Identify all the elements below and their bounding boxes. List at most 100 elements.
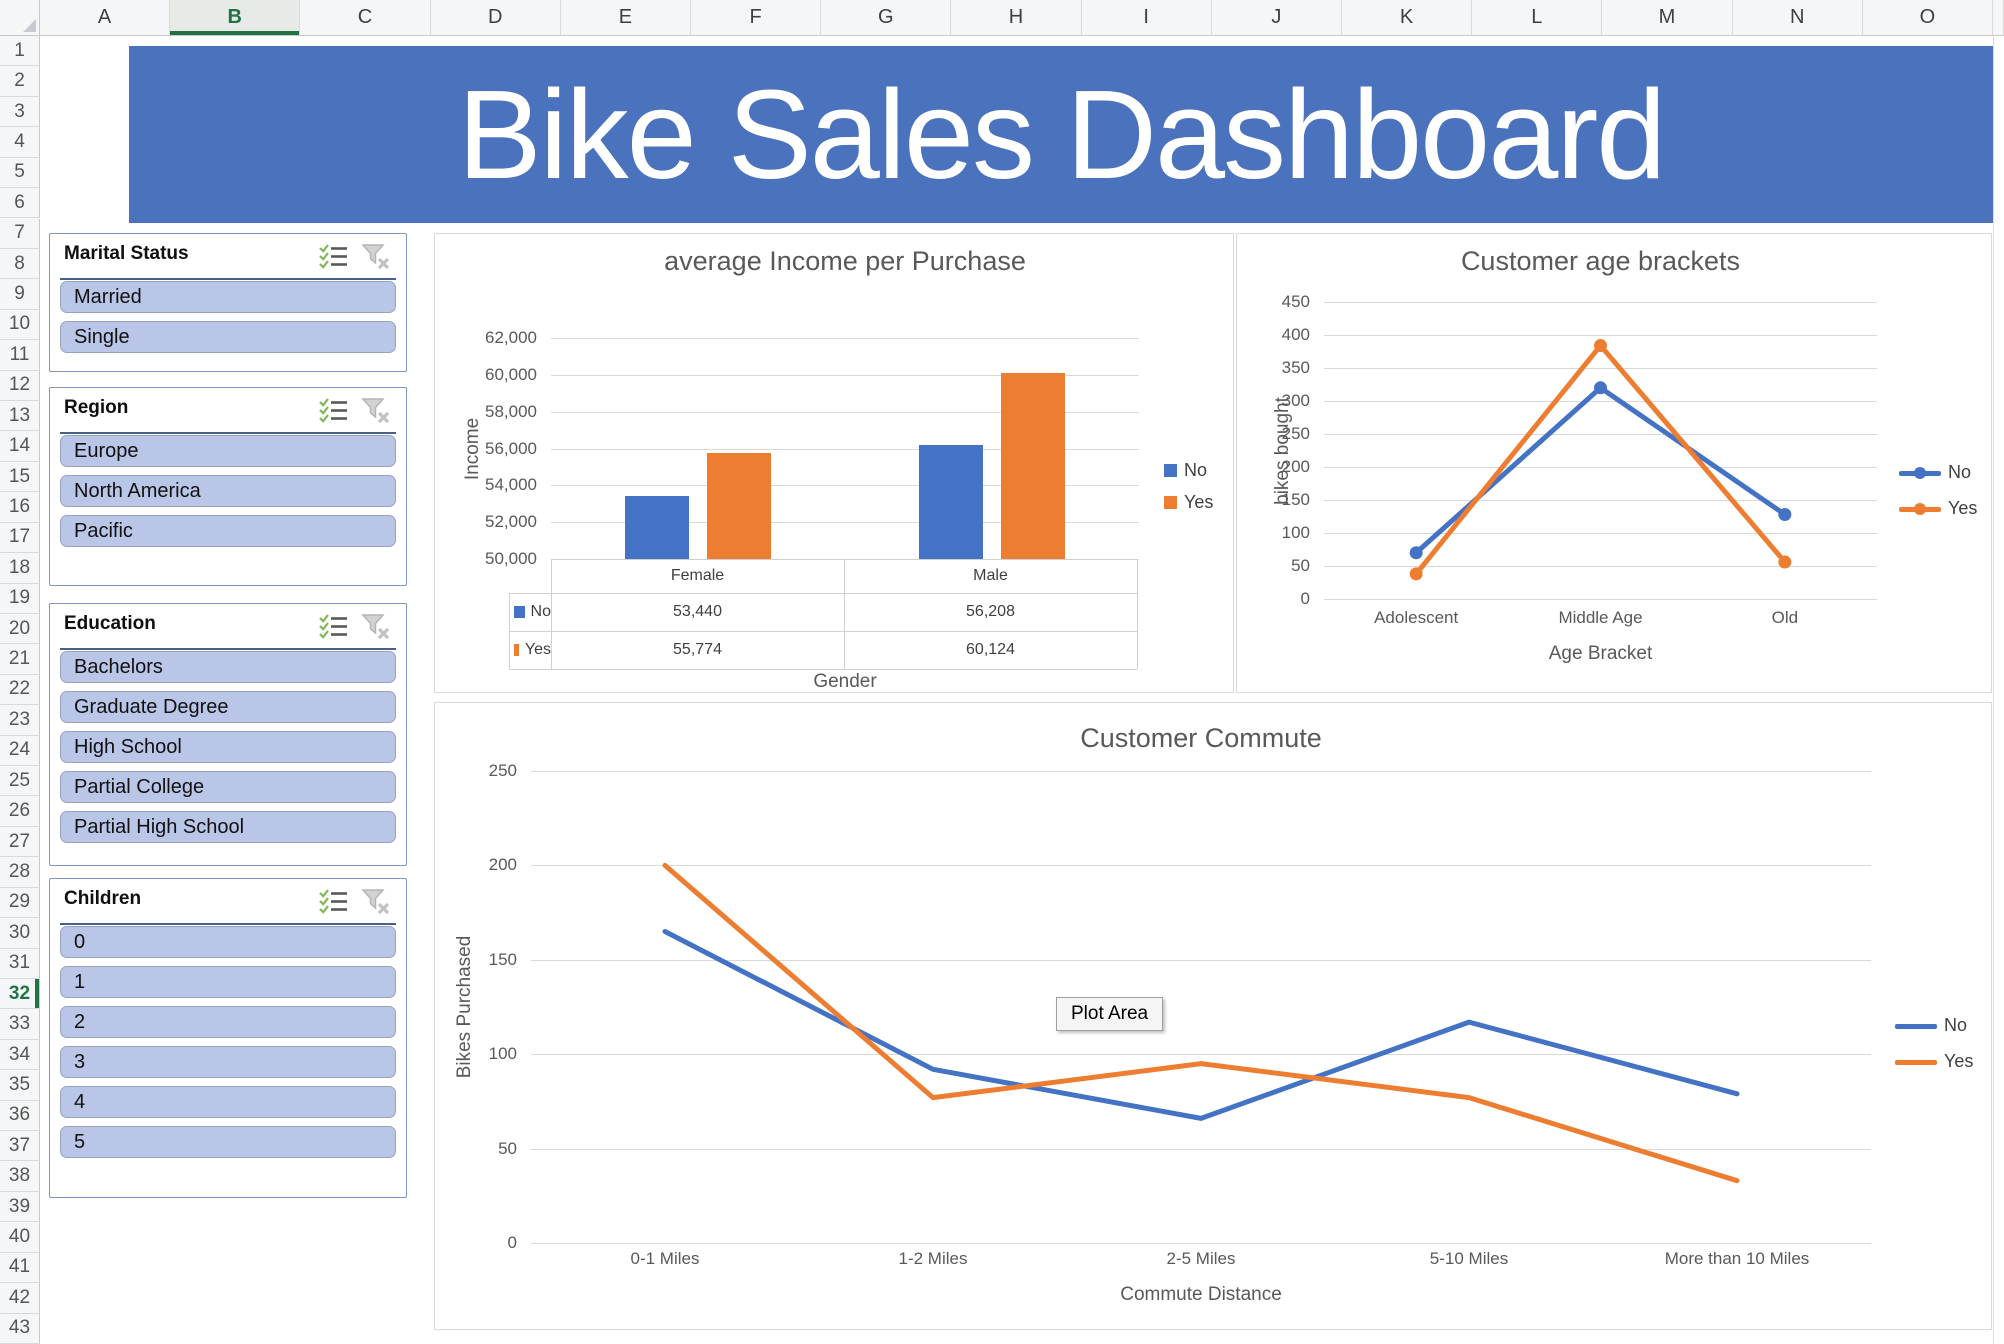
row-header-2[interactable]: 2 — [0, 66, 40, 97]
select-all-corner[interactable] — [0, 0, 40, 36]
row-header-37[interactable]: 37 — [0, 1131, 40, 1162]
row-header-25[interactable]: 25 — [0, 766, 40, 797]
row-header-8[interactable]: 8 — [0, 248, 40, 280]
y-tick-label: 50 — [1291, 556, 1310, 575]
slicer-marital-status[interactable]: Marital Status Married Single — [49, 233, 407, 372]
row-header-22[interactable]: 22 — [0, 674, 40, 706]
legend-key-swatch — [514, 606, 525, 618]
select-all-triangle-icon — [23, 19, 36, 32]
row-header-18[interactable]: 18 — [0, 553, 40, 584]
slicer-item-children-3[interactable]: 3 — [60, 1046, 396, 1078]
slicer-item-education-partial-college[interactable]: Partial College — [60, 771, 396, 803]
column-header-a[interactable]: A — [40, 0, 171, 36]
row-header-1[interactable]: 1 — [0, 36, 40, 67]
row-header-27[interactable]: 27 — [0, 826, 40, 858]
column-header-e[interactable]: E — [560, 0, 691, 36]
column-header-c[interactable]: C — [300, 0, 431, 36]
column-header-k[interactable]: K — [1342, 0, 1473, 36]
chart-gridline — [531, 1054, 1871, 1056]
slicer-item-region-north-america[interactable]: North America — [60, 475, 396, 507]
column-header-i[interactable]: I — [1081, 0, 1212, 36]
row-header-7[interactable]: 7 — [0, 218, 40, 249]
clear-filter-icon[interactable] — [358, 612, 392, 640]
row-header-42[interactable]: 42 — [0, 1283, 40, 1314]
multi-select-icon[interactable] — [316, 887, 350, 915]
dashboard-title-banner[interactable]: Bike Sales Dashboard — [129, 46, 1993, 223]
row-header-19[interactable]: 19 — [0, 583, 40, 614]
slicer-children[interactable]: Children 0 1 2 3 4 5 — [49, 878, 407, 1198]
slicer-item-children-0[interactable]: 0 — [60, 926, 396, 958]
row-header-10[interactable]: 10 — [0, 309, 40, 341]
y-tick-label: 60,000 — [485, 364, 537, 384]
row-header-14[interactable]: 14 — [0, 431, 40, 462]
chart-customer-age-brackets[interactable]: 0 50 100 150 200 250 300 350 400 450 Adolescent Mid… — [1236, 233, 1992, 693]
row-header-32[interactable]: 32 — [0, 978, 40, 1010]
column-header-h[interactable]: H — [951, 0, 1082, 36]
row-header-38[interactable]: 38 — [0, 1161, 40, 1192]
row-header-20[interactable]: 20 — [0, 613, 40, 645]
clear-filter-icon[interactable] — [358, 242, 392, 270]
marker-yes — [1778, 555, 1792, 569]
slicer-education[interactable]: Education Bachelors Graduate Degree High Sc… — [49, 603, 407, 866]
multi-select-icon[interactable] — [316, 242, 350, 270]
row-header-16[interactable]: 16 — [0, 492, 40, 523]
column-header-m[interactable]: M — [1602, 0, 1733, 36]
slicer-item-region-pacific[interactable]: Pacific — [60, 515, 396, 547]
row-header-9[interactable]: 9 — [0, 279, 40, 310]
row-header-5[interactable]: 5 — [0, 157, 40, 189]
slicer-item-education-high-school[interactable]: High School — [60, 731, 396, 763]
column-header-l[interactable]: L — [1472, 0, 1603, 36]
row-header-26[interactable]: 26 — [0, 796, 40, 827]
clear-filter-icon[interactable] — [358, 887, 392, 915]
row-header-4[interactable]: 4 — [0, 127, 40, 158]
slicer-item-education-bachelors[interactable]: Bachelors — [60, 651, 396, 683]
row-header-41[interactable]: 41 — [0, 1252, 40, 1284]
slicer-item-marital-status-single[interactable]: Single — [60, 321, 396, 353]
row-header-13[interactable]: 13 — [0, 401, 40, 432]
column-header-j[interactable]: J — [1211, 0, 1342, 36]
row-header-29[interactable]: 29 — [0, 887, 40, 919]
row-header-21[interactable]: 21 — [0, 644, 40, 675]
row-header-23[interactable]: 23 — [0, 705, 40, 736]
row-header-3[interactable]: 3 — [0, 96, 40, 128]
row-header-36[interactable]: 36 — [0, 1100, 40, 1132]
column-header-d[interactable]: D — [430, 0, 561, 36]
slicer-item-education-graduate-degree[interactable]: Graduate Degree — [60, 691, 396, 723]
slicer-item-region-europe[interactable]: Europe — [60, 435, 396, 467]
column-header-n[interactable]: N — [1732, 0, 1863, 36]
row-header-11[interactable]: 11 — [0, 340, 40, 371]
chart-customer-commute[interactable]: 0 50 100 150 200 250 0-1 Miles 1-2 Miles 2-5 Mil… — [434, 702, 1992, 1330]
row-header-43[interactable]: 43 — [0, 1313, 40, 1344]
row-header-12[interactable]: 12 — [0, 370, 40, 401]
chart-gridline — [531, 1148, 1871, 1150]
row-header-17[interactable]: 17 — [0, 522, 40, 554]
column-header-o[interactable]: O — [1862, 0, 1993, 36]
row-header-6[interactable]: 6 — [0, 188, 40, 219]
row-header-31[interactable]: 31 — [0, 948, 40, 979]
multi-select-icon[interactable] — [316, 396, 350, 424]
line-series-no — [1413, 385, 1788, 556]
column-header-g[interactable]: G — [821, 0, 952, 36]
slicer-item-children-4[interactable]: 4 — [60, 1086, 396, 1118]
row-header-33[interactable]: 33 — [0, 1009, 40, 1040]
row-header-39[interactable]: 39 — [0, 1191, 40, 1223]
row-header-35[interactable]: 35 — [0, 1070, 40, 1101]
row-header-28[interactable]: 28 — [0, 857, 40, 888]
row-header-24[interactable]: 24 — [0, 735, 40, 767]
slicer-item-education-partial-high-school[interactable]: Partial High School — [60, 811, 396, 843]
row-header-40[interactable]: 40 — [0, 1222, 40, 1253]
slicer-item-marital-status-married[interactable]: Married — [60, 281, 396, 313]
row-header-30[interactable]: 30 — [0, 918, 40, 949]
column-header-f[interactable]: F — [691, 0, 822, 36]
chart-gridline — [1324, 368, 1877, 369]
slicer-item-children-2[interactable]: 2 — [60, 1006, 396, 1038]
row-header-34[interactable]: 34 — [0, 1039, 40, 1071]
column-header-b[interactable]: B — [170, 0, 301, 36]
slicer-region[interactable]: Region Europe North America Pacific — [49, 387, 407, 586]
multi-select-icon[interactable] — [316, 612, 350, 640]
slicer-item-children-1[interactable]: 1 — [60, 966, 396, 998]
clear-filter-icon[interactable] — [358, 396, 392, 424]
slicer-item-children-5[interactable]: 5 — [60, 1126, 396, 1158]
chart-average-income-per-purchase[interactable]: 50,000 52,000 54,000 56,000 58,000 60,000 62,0… — [434, 233, 1234, 693]
row-header-15[interactable]: 15 — [0, 461, 40, 493]
